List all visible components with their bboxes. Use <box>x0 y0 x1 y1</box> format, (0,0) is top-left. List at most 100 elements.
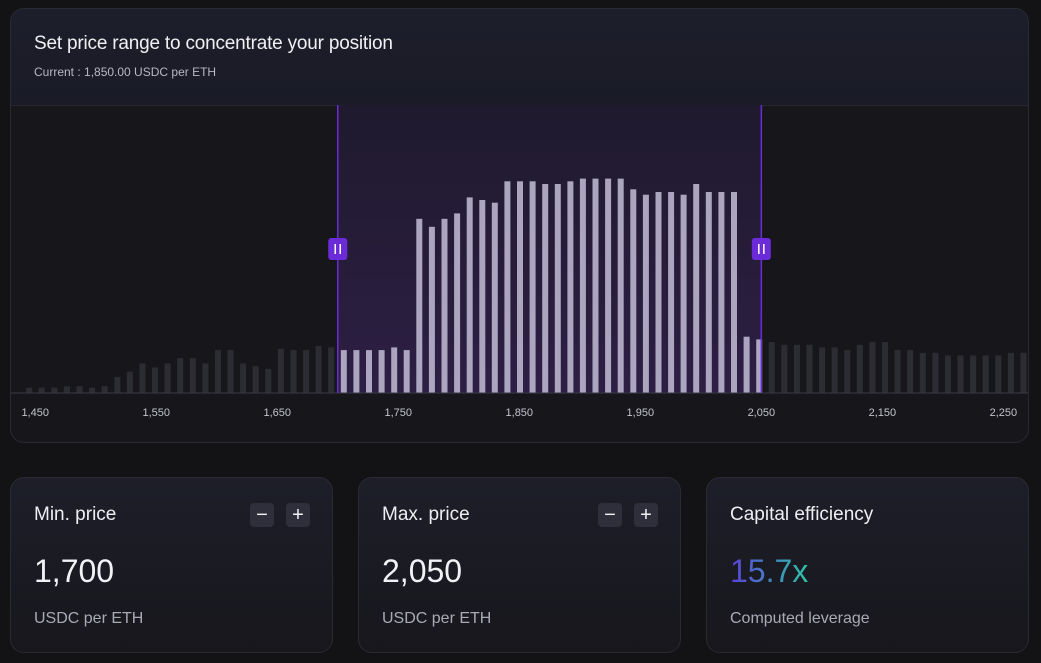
liquidity-bar <box>315 346 322 393</box>
liquidity-bar <box>177 358 184 393</box>
capital-efficiency-number: 15.7x <box>730 553 809 589</box>
liquidity-bar <box>1020 352 1027 393</box>
liquidity-bar <box>51 387 58 393</box>
min-price-title: Min. price <box>34 504 117 525</box>
liquidity-bar <box>366 350 372 393</box>
liquidity-bar <box>328 347 335 393</box>
liquidity-bar <box>139 363 146 393</box>
liquidity-bar <box>932 352 939 393</box>
max-price-value: 2,050 <box>382 553 463 589</box>
liquidity-bar <box>869 342 876 393</box>
range-max-handle[interactable] <box>751 238 771 260</box>
liquidity-bar <box>693 184 700 393</box>
liquidity-bar <box>642 194 649 393</box>
liquidity-bar <box>353 350 360 393</box>
capital-efficiency-card: Capital efficiency 15.7x Computed levera… <box>706 477 1029 653</box>
x-tick-label: 2,250 <box>990 407 1018 419</box>
liquidity-bar <box>416 218 423 393</box>
liquidity-bar <box>529 181 536 393</box>
liquidity-bar <box>479 200 486 393</box>
liquidity-bar <box>378 350 385 393</box>
liquidity-bar <box>454 213 461 393</box>
liquidity-bar <box>793 344 800 393</box>
x-tick-label: 2,150 <box>869 407 897 419</box>
liquidity-bar <box>26 387 33 393</box>
liquidity-bar <box>1007 352 1014 393</box>
liquidity-bar <box>995 355 1002 393</box>
liquidity-bar <box>554 184 561 393</box>
liquidity-bar <box>982 355 989 393</box>
liquidity-bar <box>252 366 259 393</box>
liquidity-bar <box>756 339 763 393</box>
x-tick-label: 1,450 <box>21 407 49 419</box>
liquidity-bar <box>152 367 158 393</box>
liquidity-bar <box>76 386 83 393</box>
liquidity-bar <box>126 371 133 393</box>
x-tick-label: 1,650 <box>263 407 291 419</box>
liquidity-bar <box>114 376 121 393</box>
liquidity-bar <box>731 192 737 393</box>
liquidity-bar <box>592 178 599 393</box>
liquidity-bar <box>265 368 272 393</box>
max-price-card: Max. price − + 2,050 USDC per ETH <box>358 477 681 653</box>
current-price-text: Current : 1,850.00 USDC per ETH <box>34 65 217 79</box>
max-price-title: Max. price <box>382 504 470 525</box>
min-price-unit: USDC per ETH <box>34 610 144 627</box>
liquidity-bar <box>63 386 70 393</box>
liquidity-bar <box>441 218 448 393</box>
min-price-decrement-button[interactable]: − <box>250 503 274 527</box>
liquidity-bar <box>428 226 435 393</box>
liquidity-bar <box>844 350 851 393</box>
min-price-card: Min. price − + 1,700 USDC per ETH <box>10 477 333 653</box>
max-price-decrement-button[interactable]: − <box>598 503 622 527</box>
liquidity-bar <box>630 189 637 393</box>
liquidity-bar <box>970 355 977 393</box>
liquidity-bar <box>781 344 788 393</box>
liquidity-bar <box>882 342 888 393</box>
liquidity-bar <box>907 350 914 393</box>
liquidity-bar <box>819 347 826 393</box>
liquidity-bar <box>101 386 108 393</box>
liquidity-bar <box>617 178 624 393</box>
price-range-chart-card: Set price range to concentrate your posi… <box>10 8 1029 443</box>
max-price-increment-button[interactable]: + <box>634 503 658 527</box>
liquidity-bar <box>894 350 901 393</box>
chart-title: Set price range to concentrate your posi… <box>34 33 393 54</box>
liquidity-bar <box>579 178 586 393</box>
x-tick-label: 1,750 <box>385 407 413 419</box>
liquidity-bar <box>403 350 410 393</box>
liquidity-bar <box>680 194 687 393</box>
liquidity-bar <box>340 350 347 393</box>
chart-header: Set price range to concentrate your posi… <box>11 9 1028 106</box>
liquidity-bar <box>504 181 511 393</box>
liquidity-chart[interactable]: 1,450 1,550 1,650 1,750 1,850 1,950 2,050 2,150… <box>11 9 1029 443</box>
liquidity-bar <box>768 342 775 393</box>
capital-efficiency-value: 15.7x <box>730 553 808 590</box>
selected-range-area[interactable] <box>337 105 762 393</box>
liquidity-bar <box>290 350 297 393</box>
computed-leverage-label: Computed leverage <box>730 610 870 627</box>
liquidity-bar <box>668 192 675 393</box>
liquidity-bar <box>718 192 725 393</box>
liquidity-bar <box>957 355 964 393</box>
liquidity-bar <box>944 355 951 393</box>
liquidity-bar <box>466 197 473 393</box>
liquidity-bar <box>202 363 209 393</box>
liquidity-bar <box>831 347 838 393</box>
liquidity-bar <box>655 192 662 393</box>
min-price-value: 1,700 <box>34 553 115 589</box>
liquidity-bar <box>517 181 523 393</box>
liquidity-bar <box>806 344 813 393</box>
liquidity-bar <box>214 350 221 393</box>
liquidity-bar <box>164 363 171 393</box>
x-tick-label: 1,850 <box>506 407 534 419</box>
liquidity-bar <box>919 352 926 393</box>
range-min-handle[interactable] <box>328 238 348 260</box>
liquidity-bar <box>856 344 863 393</box>
min-price-increment-button[interactable]: + <box>286 503 310 527</box>
x-tick-label: 2,050 <box>748 407 776 419</box>
liquidity-bar <box>605 178 612 393</box>
liquidity-bar <box>542 184 549 393</box>
x-tick-label: 1,550 <box>142 407 170 419</box>
liquidity-bar <box>391 347 398 393</box>
